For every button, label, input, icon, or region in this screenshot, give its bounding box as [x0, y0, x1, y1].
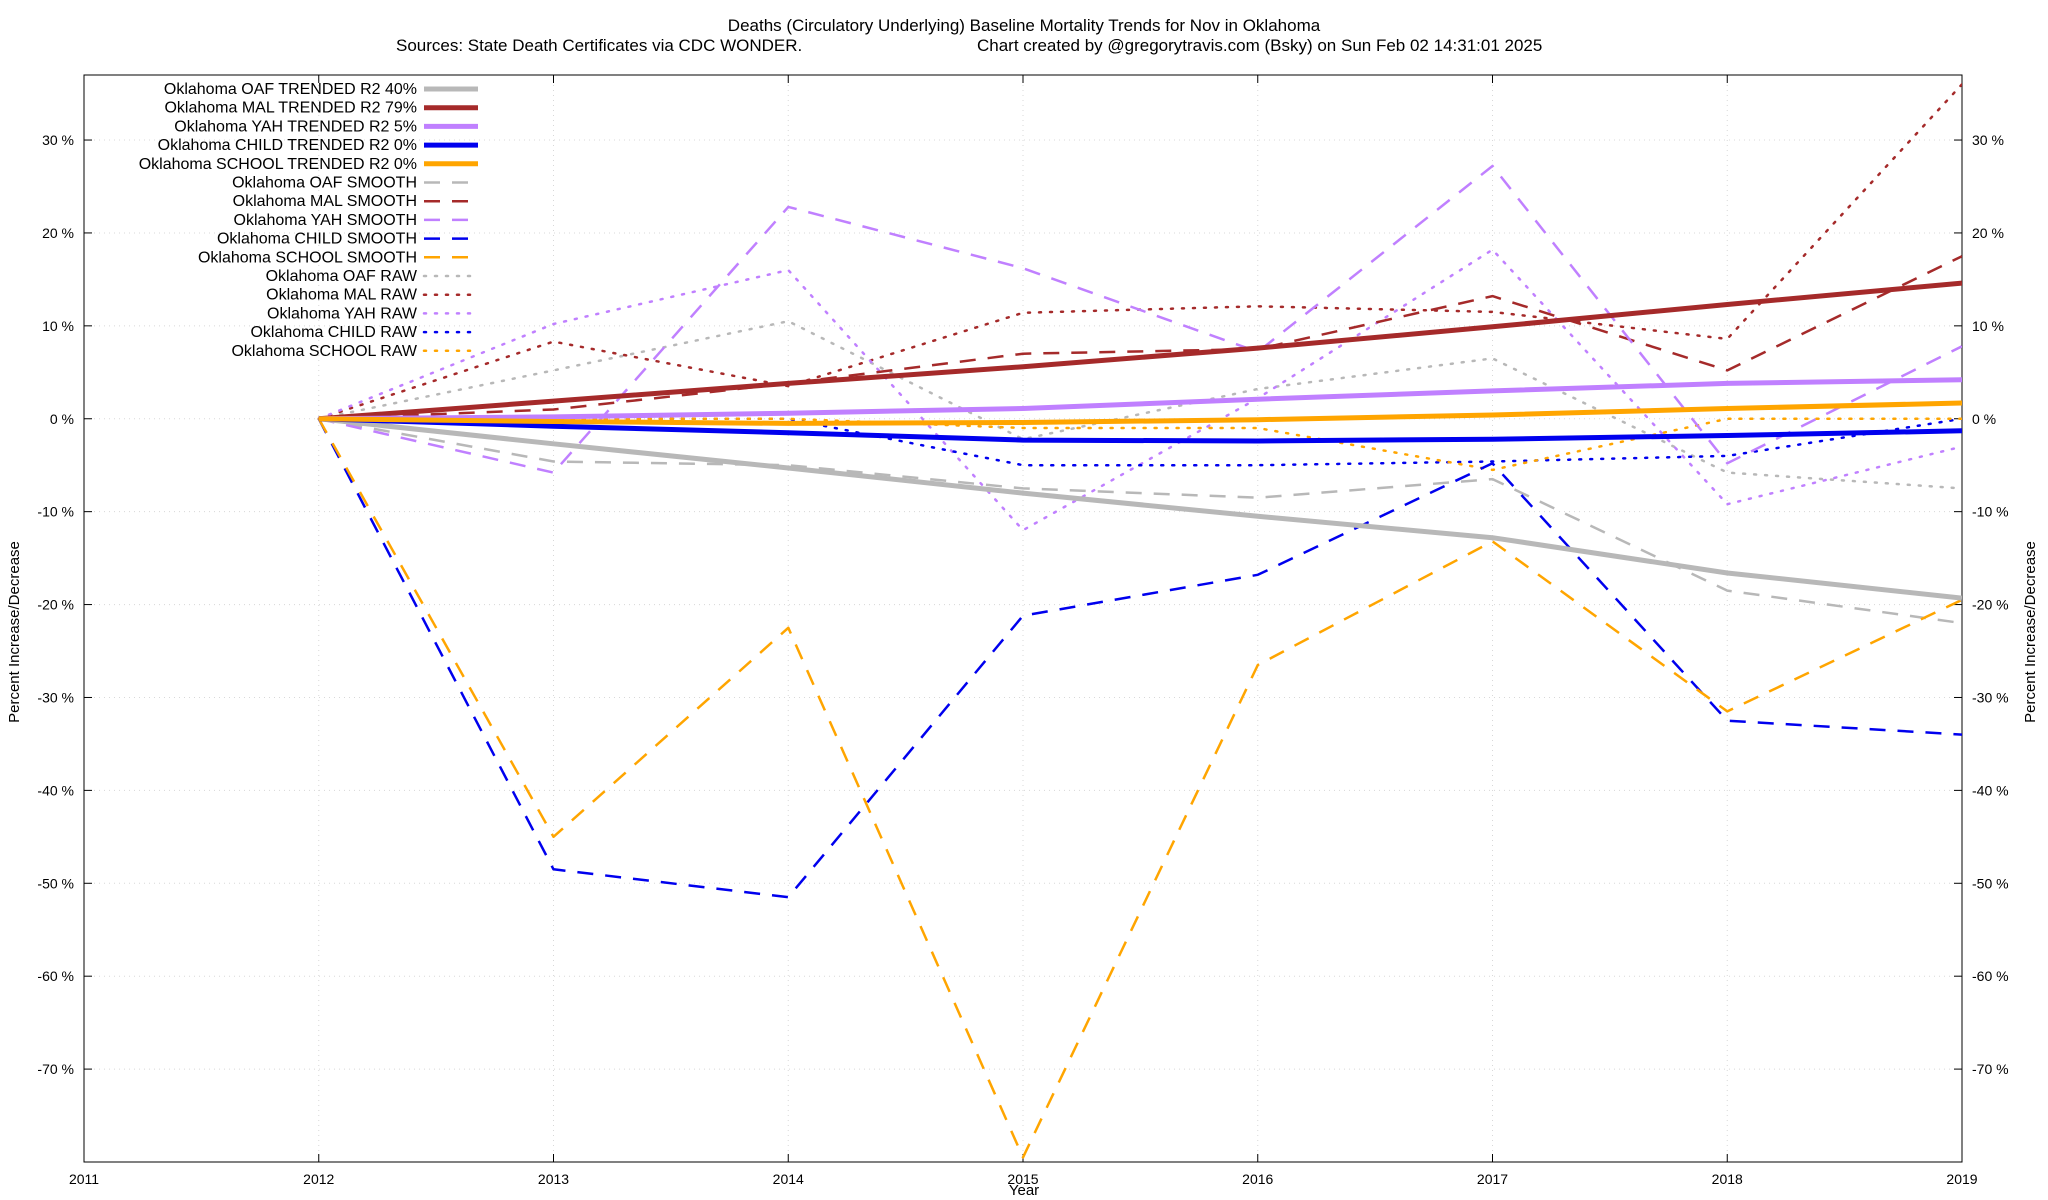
legend-entry-label: Oklahoma MAL SMOOTH [233, 193, 417, 210]
x-tick-label: 2018 [1712, 1171, 1743, 1187]
legend-entry-label: Oklahoma CHILD SMOOTH [217, 231, 417, 248]
y-tick-label-right: -70 % [1972, 1061, 2009, 1077]
y-tick-label-right: -20 % [1972, 597, 2009, 613]
x-tick-label: 2017 [1477, 1171, 1508, 1187]
legend-entry-label: Oklahoma SCHOOL RAW [231, 343, 417, 360]
series-line-oklahoma-oaf-trended-r2-40 [318, 416, 1962, 601]
legend-entry-label: Oklahoma SCHOOL TRENDED R2 0% [139, 156, 417, 173]
series-line-oklahoma-yah-smooth [318, 164, 1962, 474]
y-tick-label-right: -60 % [1972, 968, 2009, 984]
y-tick-label-left: 30 % [42, 132, 74, 148]
y-tick-label-left: -30 % [37, 689, 74, 705]
x-tick-label: 2015 [1007, 1171, 1038, 1187]
x-tick-label: 2013 [538, 1171, 569, 1187]
y-tick-label-right: -50 % [1972, 875, 2009, 891]
x-tick-label: 2019 [1946, 1171, 1977, 1187]
series-line-oklahoma-mal-smooth [318, 255, 1962, 421]
series-line-oklahoma-child-trended-r2-0 [318, 416, 1962, 444]
y-tick-label-left: -70 % [37, 1061, 74, 1077]
series-line-oklahoma-child-smooth [317, 418, 1962, 899]
x-tick-label: 2016 [1242, 1171, 1273, 1187]
y-tick-label-left: -50 % [37, 875, 74, 891]
y-tick-label-right: -30 % [1972, 689, 2009, 705]
y-tick-label-right: 10 % [1972, 318, 2004, 334]
gridlines [84, 75, 1962, 1162]
legend-entry-label: Oklahoma OAF RAW [266, 268, 418, 285]
y-tick-label-left: -20 % [37, 597, 74, 613]
legend-entry-label: Oklahoma OAF TRENDED R2 40% [164, 81, 417, 98]
y-tick-label-right: -40 % [1972, 782, 2009, 798]
legend-entry-label: Oklahoma YAH TRENDED R2 5% [174, 118, 417, 135]
series-line-oklahoma-school-raw [317, 417, 1962, 472]
series-line-oklahoma-oaf-smooth [318, 417, 1962, 625]
y-tick-label-left: -40 % [37, 782, 74, 798]
series-line-oklahoma-yah-trended-r2-5 [318, 377, 1962, 422]
legend-entry-label: Oklahoma SCHOOL SMOOTH [198, 249, 417, 266]
y-tick-label-left: 20 % [42, 225, 74, 241]
legend: Oklahoma OAF TRENDED R2 40% Oklahoma MAL … [139, 81, 480, 360]
legend-entry-label: Oklahoma CHILD RAW [250, 324, 417, 341]
legend-entry-label: Oklahoma MAL TRENDED R2 79% [164, 100, 417, 117]
y-axis-label-right: Percent Increase/Decrease [2022, 541, 2039, 723]
chart-title: Deaths (Circulatory Underlying) Baseline… [728, 16, 1321, 35]
axes: 2011 2012 2013 2014 2015 2016 2017 2018 2019 -70 … [37, 74, 2009, 1187]
y-axis-label-left: Percent Increase/Decrease [6, 541, 23, 723]
y-tick-label-right: 30 % [1972, 132, 2004, 148]
y-tick-label-left: 0 % [50, 411, 74, 427]
legend-entry-label: Oklahoma CHILD TRENDED R2 0% [158, 137, 417, 154]
x-tick-label: 2011 [69, 1171, 99, 1187]
legend-entry-label: Oklahoma YAH RAW [267, 305, 418, 322]
chart-subtitle-left: Sources: State Death Certificates via CD… [396, 36, 802, 55]
plot-series [317, 83, 1962, 1159]
y-tick-label-right: 20 % [1972, 225, 2004, 241]
x-axis-label: Year [1009, 1182, 1039, 1199]
x-tick-label: 2014 [773, 1171, 804, 1187]
y-tick-label-right: 0 % [1972, 411, 1996, 427]
y-tick-label-left: -10 % [37, 504, 74, 520]
y-tick-label-left: 10 % [42, 318, 74, 334]
x-tick-label: 2012 [303, 1171, 334, 1187]
chart-subtitle-right: Chart created by @gregorytravis.com (Bsk… [977, 36, 1542, 55]
legend-entry-label: Oklahoma YAH SMOOTH [234, 212, 417, 229]
series-line-oklahoma-mal-trended-r2-79 [318, 280, 1962, 422]
legend-entry-label: Oklahoma MAL RAW [266, 287, 418, 304]
series-line-oklahoma-school-trended-r2-0 [318, 400, 1962, 426]
y-tick-label-left: -60 % [37, 968, 74, 984]
y-tick-label-right: -10 % [1972, 504, 2009, 520]
legend-entry-label: Oklahoma OAF SMOOTH [232, 175, 417, 192]
